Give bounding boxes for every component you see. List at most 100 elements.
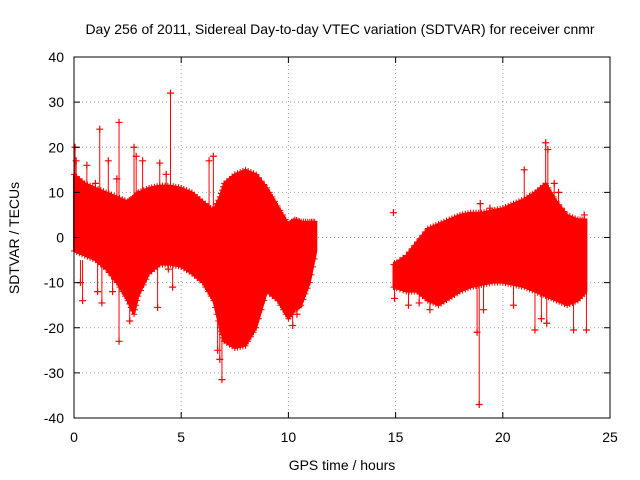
- data-point: [253, 324, 260, 331]
- data-point: [111, 192, 118, 199]
- data-point: [135, 293, 142, 300]
- data-point: [569, 214, 576, 221]
- outlier-point: [130, 143, 138, 151]
- data-point: [310, 263, 317, 270]
- data-point: [416, 235, 423, 242]
- data-point: [151, 183, 158, 190]
- y-tick-label: 0: [56, 230, 64, 246]
- x-tick-label: 20: [495, 429, 511, 445]
- outlier-point: [570, 326, 578, 334]
- data-point: [499, 205, 506, 212]
- outlier-point: [94, 288, 102, 296]
- data-point: [237, 169, 244, 176]
- y-axis-label: SDTVAR / TECUs: [6, 182, 22, 294]
- data-point: [239, 343, 246, 350]
- outlier-point: [79, 297, 87, 305]
- data-series: [71, 89, 590, 408]
- outlier-point: [476, 200, 484, 208]
- data-point: [311, 218, 318, 225]
- outlier-point: [126, 317, 134, 325]
- y-tick-label: 40: [48, 49, 64, 65]
- data-point: [515, 198, 522, 205]
- data-point: [534, 289, 541, 296]
- outlier-point: [115, 118, 123, 126]
- outlier-point: [555, 188, 563, 196]
- data-point: [561, 301, 568, 308]
- outlier-point: [156, 159, 164, 167]
- data-point: [148, 184, 155, 191]
- data-point: [427, 298, 434, 305]
- data-point: [205, 288, 211, 295]
- data-point: [430, 299, 437, 306]
- outlier-point: [404, 301, 412, 309]
- data-point: [467, 284, 474, 291]
- data-point: [481, 209, 488, 216]
- x-tick-label: 5: [177, 429, 185, 445]
- data-point: [443, 217, 450, 224]
- y-tick-label: -20: [44, 320, 64, 336]
- data-point: [548, 189, 555, 196]
- data-point: [566, 213, 573, 220]
- data-point: [253, 171, 260, 178]
- data-point: [242, 342, 249, 349]
- data-point: [462, 210, 469, 217]
- outlier-point: [580, 211, 588, 219]
- data-point: [526, 286, 533, 293]
- data-point: [172, 183, 179, 190]
- data-point: [396, 286, 403, 293]
- data-point: [440, 218, 447, 225]
- outlier-point: [218, 376, 226, 384]
- outlier-point: [486, 204, 494, 212]
- data-point: [100, 188, 107, 195]
- data-point: [505, 202, 512, 209]
- data-point: [483, 208, 490, 215]
- outlier-point: [231, 243, 239, 251]
- data-point: [170, 183, 177, 190]
- outlier-point: [205, 157, 213, 165]
- data-point: [446, 216, 453, 223]
- data-point: [427, 224, 434, 231]
- outlier-point: [426, 306, 434, 314]
- data-point: [419, 232, 426, 239]
- outlier-point: [510, 301, 518, 309]
- data-point: [277, 302, 284, 309]
- outlier-point: [543, 319, 551, 327]
- data-point: [459, 287, 466, 294]
- data-point: [146, 184, 153, 191]
- data-point: [569, 299, 576, 306]
- data-point: [143, 185, 150, 192]
- data-point: [247, 169, 254, 176]
- outlier-point: [154, 303, 162, 311]
- data-point: [261, 297, 268, 304]
- data-point: [553, 297, 560, 304]
- data-point: [247, 333, 254, 340]
- data-point: [424, 225, 431, 232]
- data-point: [84, 181, 91, 188]
- data-point: [280, 306, 287, 313]
- grid-lines: [74, 57, 610, 418]
- data-point: [258, 178, 265, 185]
- data-point: [126, 301, 133, 308]
- data-point: [250, 329, 257, 336]
- data-point: [266, 189, 273, 196]
- data-point: [572, 215, 579, 222]
- outlier-point: [145, 247, 153, 255]
- data-point: [231, 171, 238, 178]
- data-point: [432, 222, 439, 229]
- outlier-point: [415, 299, 423, 307]
- data-point: [178, 184, 185, 191]
- data-point: [121, 293, 128, 300]
- outlier-point: [389, 209, 397, 217]
- data-point: [269, 193, 276, 200]
- data-point: [213, 311, 220, 318]
- data-point: [502, 204, 509, 211]
- data-point: [306, 279, 313, 286]
- data-point: [87, 254, 94, 261]
- data-point: [550, 193, 557, 200]
- data-point: [138, 287, 144, 294]
- outlier-point: [475, 400, 483, 408]
- data-point: [556, 201, 563, 208]
- outlier-point: [96, 125, 104, 133]
- data-point: [105, 269, 112, 276]
